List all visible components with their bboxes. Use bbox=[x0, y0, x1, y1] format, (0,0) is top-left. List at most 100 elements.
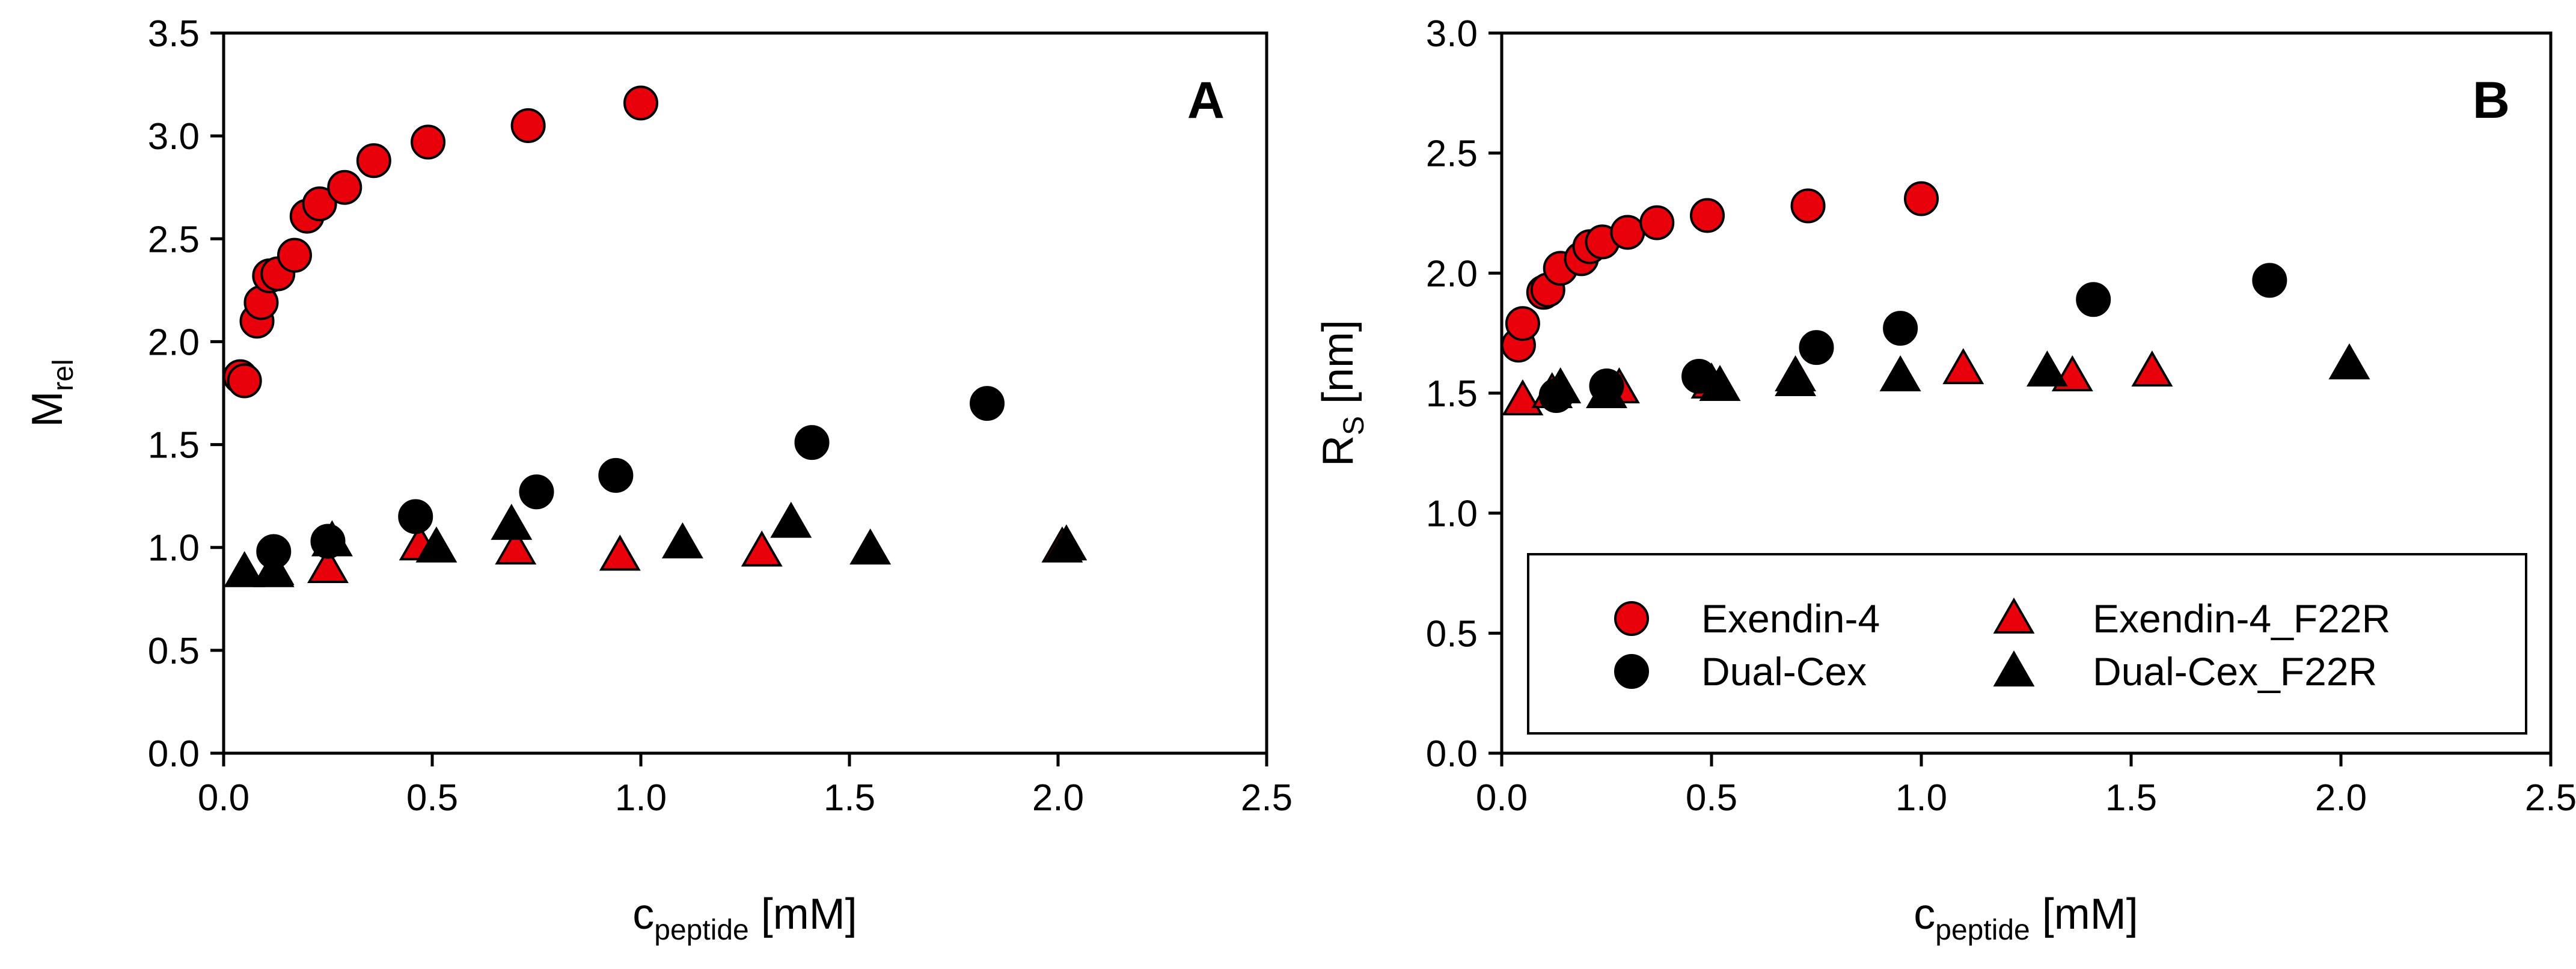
chart-a-plot-frame bbox=[222, 31, 1268, 755]
chart-a-marks bbox=[222, 85, 1088, 587]
chart-b-x-tick-label: 0.0 bbox=[1476, 777, 1528, 819]
data-point-exendin-4 bbox=[1505, 306, 1540, 341]
legend-marker-exendin-4 bbox=[1614, 601, 1649, 636]
data-point-dual-cex-f22r bbox=[1045, 524, 1088, 561]
data-point-exendin-4 bbox=[623, 85, 658, 121]
chart-a-x-tick-label: 0.5 bbox=[406, 777, 458, 819]
data-point-exendin-4-f22r bbox=[1942, 348, 1984, 385]
data-point-exendin-4 bbox=[356, 143, 391, 179]
chart-b-x-tick-label: 1.5 bbox=[2105, 777, 2157, 819]
data-point-dual-cex bbox=[970, 386, 1005, 421]
legend-label-dual-cex-f22r: Dual-Cex_F22R bbox=[2093, 649, 2377, 694]
chart-b-y-axis: 0.0 0.5 1.0 1.5 2.0 2.5 3.0 bbox=[1426, 13, 1502, 775]
chart-a-y-tick-label: 2.5 bbox=[148, 219, 200, 260]
data-point-exendin-4 bbox=[277, 237, 312, 273]
data-point-exendin-4 bbox=[1610, 215, 1645, 250]
data-point-dual-cex-f22r bbox=[2026, 350, 2068, 387]
data-point-dual-cex bbox=[1883, 311, 1918, 346]
chart-a-panel-label: A bbox=[1187, 72, 1225, 129]
chart-a-series-dual-cex bbox=[256, 386, 1005, 569]
chart-b-series-dual-cex bbox=[1538, 263, 2287, 413]
chart-a-x-tick-label: 2.0 bbox=[1032, 777, 1084, 819]
data-point-dual-cex bbox=[1799, 330, 1834, 365]
chart-a-y-tick-label: 3.0 bbox=[148, 116, 200, 157]
chart-b-x-tick-label: 2.5 bbox=[2525, 777, 2576, 819]
legend-frame bbox=[1527, 553, 2527, 735]
chart-a-x-tick-label: 2.5 bbox=[1241, 777, 1293, 819]
data-point-dual-cex bbox=[256, 534, 292, 569]
chart-b-panel-label: B bbox=[2473, 72, 2510, 129]
data-point-exendin-4 bbox=[1904, 181, 1939, 216]
data-point-dual-cex bbox=[598, 457, 634, 493]
data-point-exendin-4 bbox=[327, 170, 363, 205]
data-point-dual-cex bbox=[310, 524, 346, 559]
chart-b-y-tick-label: 1.5 bbox=[1426, 373, 1478, 415]
chart-b-x-axis-label: cpeptide [mM] bbox=[1914, 890, 2138, 946]
data-point-exendin-4 bbox=[1690, 198, 1725, 233]
chart-b-series-exendin-4 bbox=[1501, 181, 1939, 363]
chart-b-legend: Exendin-4 Exendin-4_F22R Dual-Cex Dual-C… bbox=[1527, 553, 2527, 735]
data-point-dual-cex-f22r bbox=[661, 522, 703, 558]
chart-b-y-tick-label: 0.0 bbox=[1426, 733, 1478, 775]
legend-label-exendin-4: Exendin-4 bbox=[1701, 596, 1880, 641]
data-point-dual-cex-f22r bbox=[1879, 355, 1921, 392]
legend-label-dual-cex: Dual-Cex bbox=[1701, 649, 1867, 694]
data-point-dual-cex-f22r bbox=[491, 504, 533, 540]
data-point-dual-cex bbox=[2252, 263, 2287, 298]
legend-item-exendin-4-f22r: Exendin-4_F22R bbox=[1993, 596, 2390, 641]
data-point-dual-cex bbox=[398, 499, 433, 534]
legend-item-dual-cex: Dual-Cex bbox=[1614, 649, 1867, 694]
chart-a-x-tick-label: 1.0 bbox=[615, 777, 667, 819]
chart-b-y-tick-label: 2.0 bbox=[1426, 253, 1478, 295]
data-point-exendin-4-f22r bbox=[599, 534, 641, 571]
data-point-dual-cex-f22r bbox=[224, 551, 266, 587]
data-point-dual-cex-f22r bbox=[415, 526, 457, 563]
data-point-dual-cex bbox=[2076, 282, 2111, 317]
chart-a-x-tick-label: 1.5 bbox=[824, 777, 875, 819]
chart-a-y-tick-label: 0.5 bbox=[148, 631, 200, 672]
chart-panel-b: 0.0 0.5 1.0 1.5 2.0 2.5 0.0 0.5 1.0 1.5 2.0 2.5 3.0… bbox=[1314, 13, 2576, 946]
data-point-dual-cex-f22r bbox=[770, 501, 812, 538]
chart-a-y-tick-label: 3.5 bbox=[148, 13, 200, 55]
legend-marker-dual-cex-f22r bbox=[1993, 650, 2035, 686]
data-point-exendin-4 bbox=[411, 124, 446, 160]
chart-a-y-tick-label: 1.0 bbox=[148, 528, 200, 569]
chart-b-y-axis-label: RS [nm] bbox=[1314, 320, 1370, 466]
legend-item-exendin-4: Exendin-4 bbox=[1614, 596, 1880, 641]
data-point-exendin-4-f22r bbox=[741, 530, 783, 567]
data-point-dual-cex bbox=[519, 474, 554, 510]
data-point-exendin-4 bbox=[227, 363, 262, 399]
chart-b-marks bbox=[1501, 181, 2370, 415]
chart-panel-a: 0.0 0.5 1.0 1.5 2.0 2.5 0.0 0.5 1.0 1.5 2.0 2.5 3.0… bbox=[23, 13, 1293, 946]
chart-a-y-axis: 0.0 0.5 1.0 1.5 2.0 2.5 3.0 3.5 bbox=[148, 13, 224, 775]
chart-b-x-tick-label: 1.0 bbox=[1895, 777, 1947, 819]
data-point-exendin-4-f22r bbox=[1502, 379, 1544, 415]
chart-b-y-tick-label: 0.5 bbox=[1426, 613, 1478, 655]
data-point-exendin-4 bbox=[1639, 205, 1675, 240]
chart-a-y-axis-label: Mrel bbox=[23, 359, 79, 427]
data-point-dual-cex bbox=[1681, 359, 1717, 394]
data-point-exendin-4 bbox=[510, 108, 546, 144]
data-point-dual-cex-f22r bbox=[1775, 360, 1817, 397]
chart-b-x-tick-label: 2.0 bbox=[2315, 777, 2367, 819]
chart-b-y-tick-label: 1.0 bbox=[1426, 494, 1478, 535]
chart-a-y-tick-label: 0.0 bbox=[148, 733, 200, 775]
chart-a-series-exendin-4 bbox=[222, 85, 658, 399]
data-point-dual-cex bbox=[1589, 368, 1624, 404]
data-point-exendin-4-f22r bbox=[2131, 350, 2173, 387]
chart-a-y-tick-label: 1.5 bbox=[148, 425, 200, 466]
chart-b-y-tick-label: 3.0 bbox=[1426, 13, 1478, 55]
legend-label-exendin-4-f22r: Exendin-4_F22R bbox=[2093, 596, 2390, 641]
data-point-dual-cex bbox=[1538, 378, 1574, 413]
chart-a-x-axis: 0.0 0.5 1.0 1.5 2.0 2.5 bbox=[198, 753, 1293, 819]
data-point-dual-cex bbox=[794, 425, 830, 460]
chart-a-series-dual-cex-f22r bbox=[224, 501, 1088, 587]
data-point-exendin-4-f22r bbox=[307, 546, 349, 583]
chart-a-x-tick-label: 0.0 bbox=[198, 777, 249, 819]
chart-a-y-tick-label: 2.0 bbox=[148, 322, 200, 363]
data-point-dual-cex-f22r bbox=[849, 528, 892, 565]
chart-b-x-tick-label: 0.5 bbox=[1686, 777, 1737, 819]
chart-b-y-tick-label: 2.5 bbox=[1426, 133, 1478, 175]
legend-item-dual-cex-f22r: Dual-Cex_F22R bbox=[1993, 649, 2377, 694]
